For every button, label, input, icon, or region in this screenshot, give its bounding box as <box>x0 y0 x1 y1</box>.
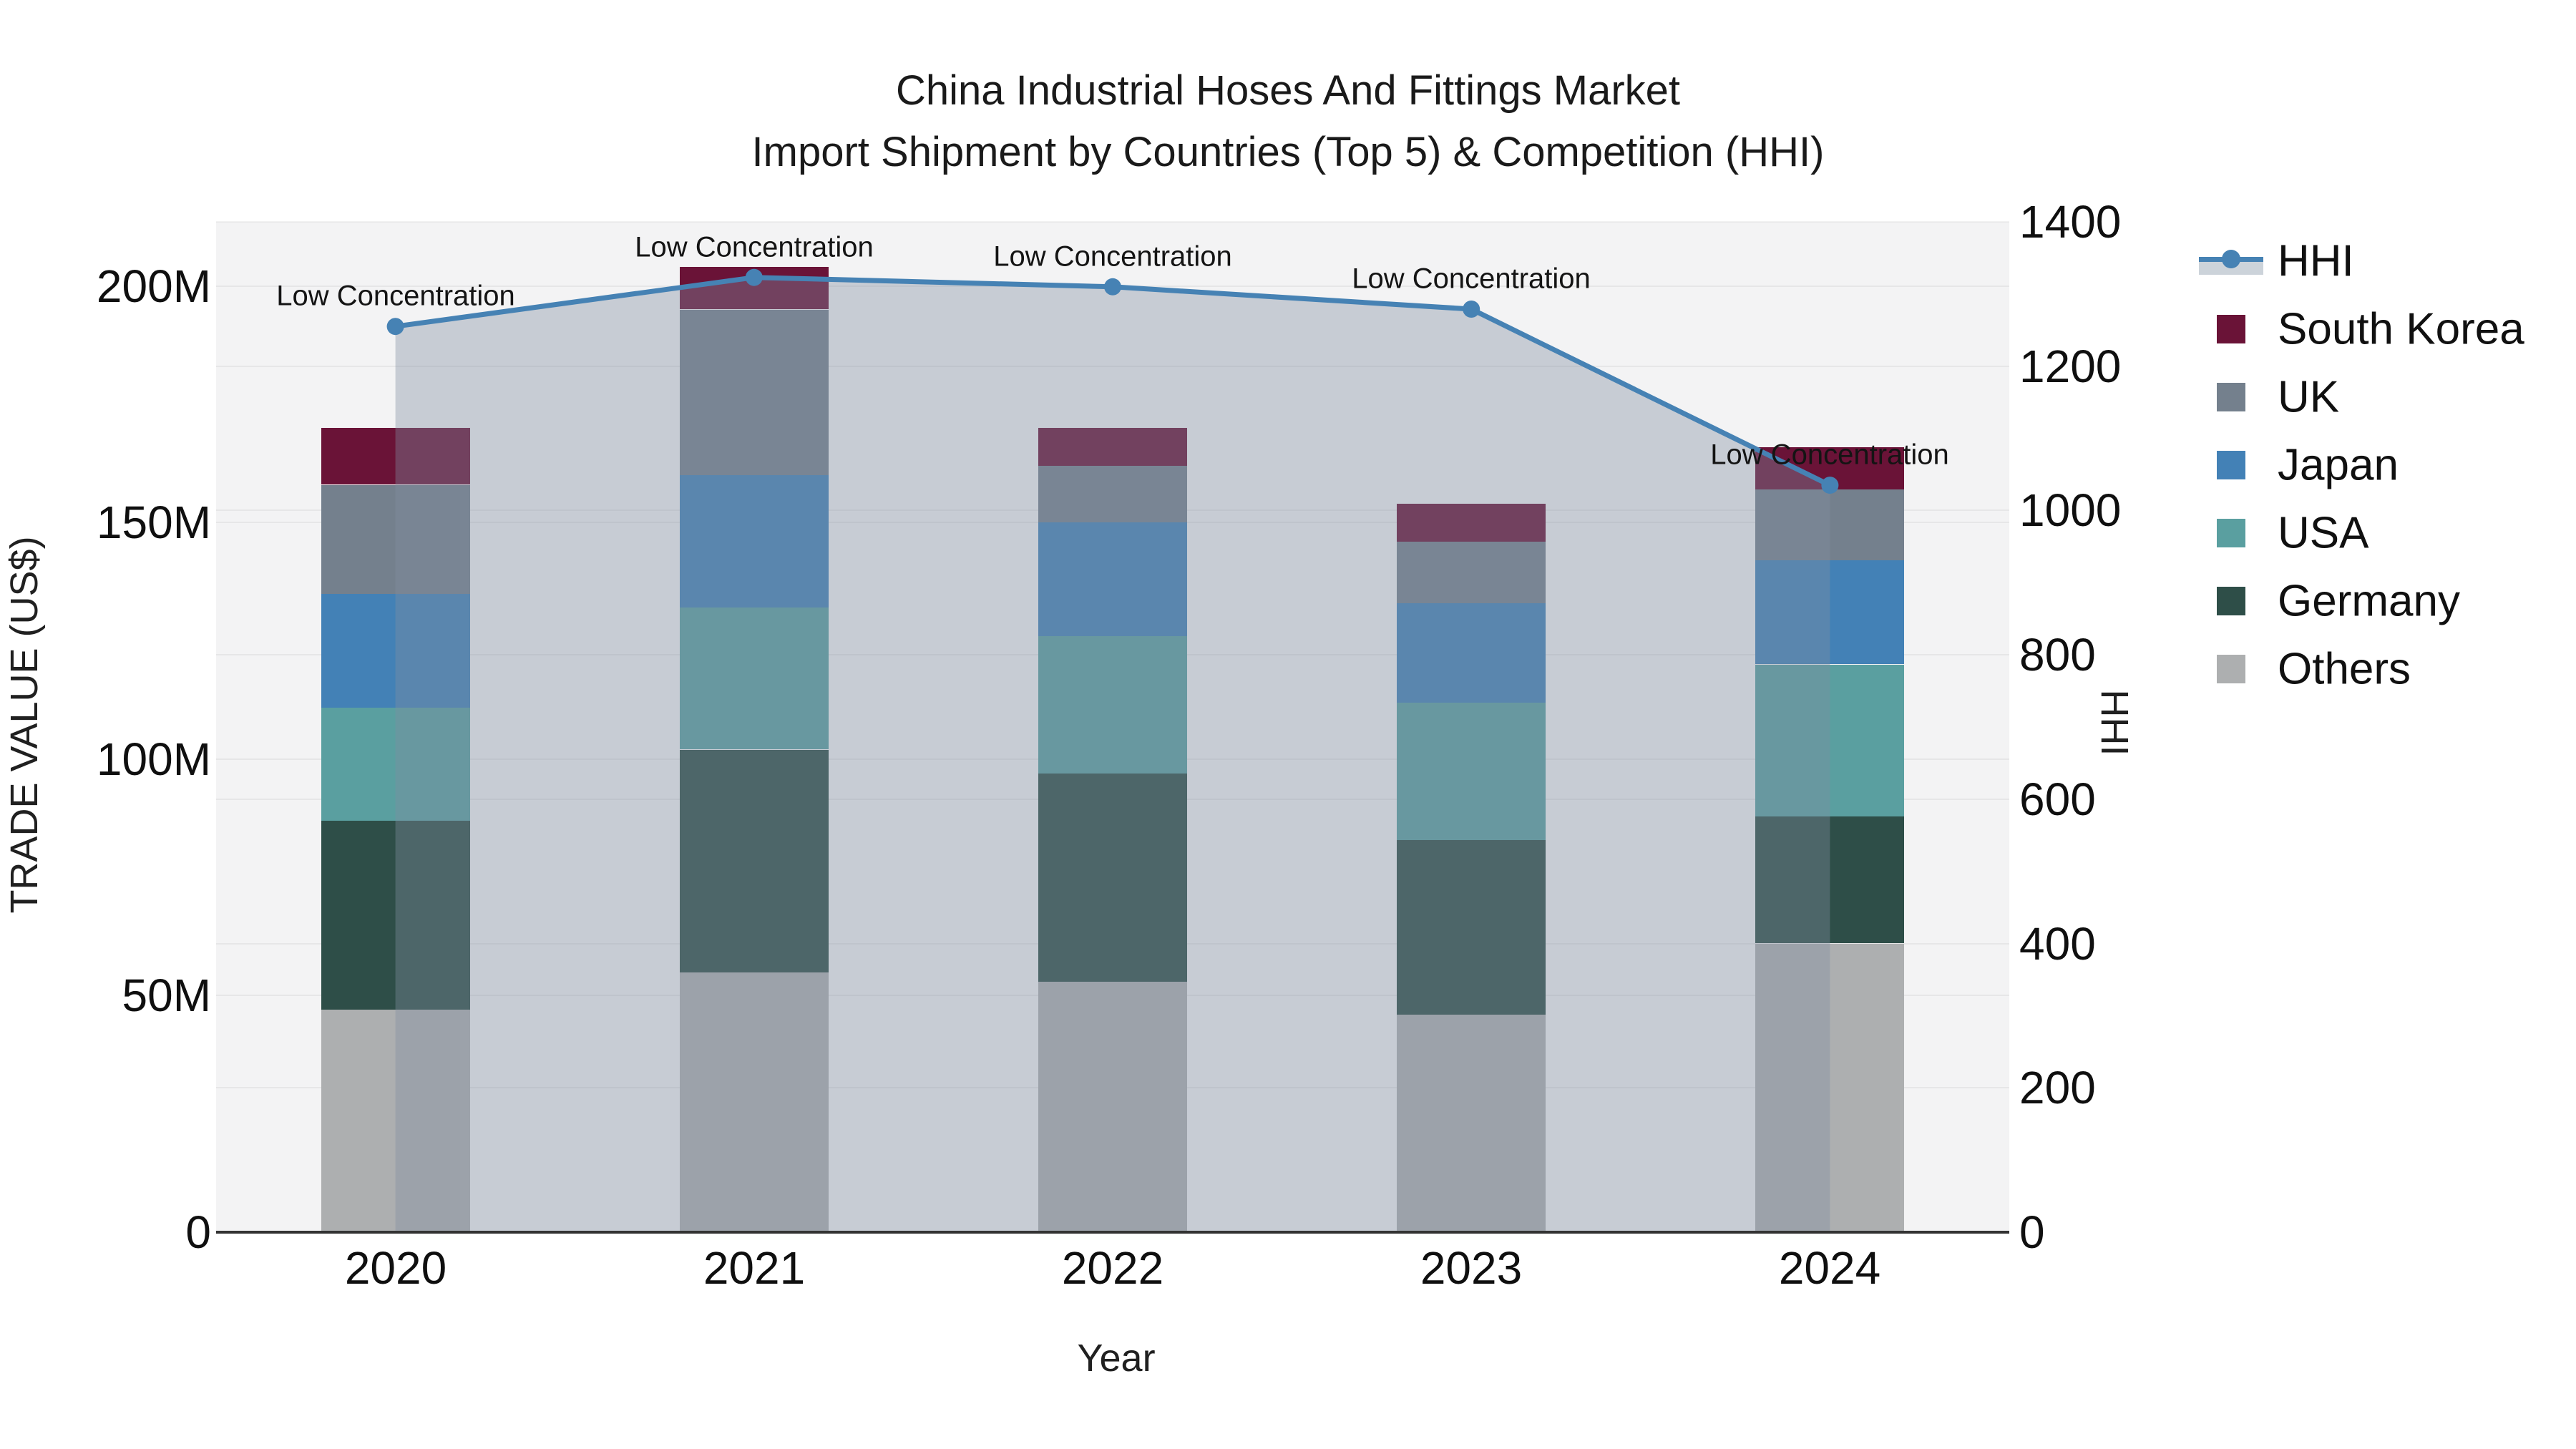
x-axis-title: Year <box>1077 1337 1156 1380</box>
y-left-tick-label: 150M <box>96 497 211 548</box>
bar-segment-uk <box>680 310 829 475</box>
x-tick-label: 2020 <box>344 1242 447 1294</box>
bar-segment-japan <box>321 594 470 708</box>
y-right-tick-label: 400 <box>2019 918 2096 970</box>
x-tick-label: 2021 <box>703 1242 806 1294</box>
bar-segment-others <box>680 972 829 1232</box>
bar-segment-germany <box>1755 816 1904 943</box>
bar-segment-others <box>321 1010 470 1232</box>
bar-segment-japan <box>1397 603 1546 703</box>
annotation-low-concentration: Low Concentration <box>1710 439 1949 471</box>
bar-segment-usa <box>321 707 470 821</box>
bar-segment-south-korea <box>1397 504 1546 542</box>
bar-segment-uk <box>1397 542 1546 603</box>
gridline-right-axis <box>216 366 2009 367</box>
legend-swatch-south-korea[interactable] <box>2217 315 2245 343</box>
y-left-tick-label: 100M <box>96 733 211 785</box>
chart-title-line2: Import Shipment by Countries (Top 5) & C… <box>751 129 1825 175</box>
y-left-tick-label: 50M <box>122 970 212 1021</box>
bar-segment-japan <box>1755 560 1904 664</box>
bar-segment-germany <box>1397 839 1546 1015</box>
bar-segment-usa <box>1755 665 1904 816</box>
y-left-tick-label: 0 <box>185 1206 211 1258</box>
y-right-tick-label: 800 <box>2019 629 2096 680</box>
annotation-low-concentration: Low Concentration <box>276 280 515 312</box>
bar-segment-japan <box>680 475 829 608</box>
bar-segment-uk <box>1755 489 1904 560</box>
y-right-tick-label: 0 <box>2019 1206 2045 1258</box>
legend-label-usa[interactable]: USA <box>2278 508 2369 558</box>
legend-label-germany[interactable]: Germany <box>2278 576 2460 626</box>
legend-label-south-korea[interactable]: South Korea <box>2278 304 2524 354</box>
bar-segment-south-korea <box>321 428 470 484</box>
y-right-tick-label: 1400 <box>2019 196 2122 248</box>
y-left-axis-title: TRADE VALUE (US$) <box>3 536 46 914</box>
legend-swatch-japan[interactable] <box>2217 451 2245 479</box>
chart-title: China Industrial Hoses And Fittings Mark… <box>0 60 2576 183</box>
x-tick-label: 2024 <box>1778 1242 1881 1294</box>
bar-segment-usa <box>680 608 829 749</box>
x-tick-label: 2022 <box>1061 1242 1164 1294</box>
annotation-low-concentration: Low Concentration <box>635 231 874 263</box>
bar-segment-usa <box>1397 703 1546 840</box>
legend-label-others[interactable]: Others <box>2278 644 2411 694</box>
legend-label-uk[interactable]: UK <box>2278 372 2340 422</box>
legend-swatch-germany[interactable] <box>2217 587 2245 615</box>
y-left-tick-label: 200M <box>96 260 211 312</box>
bar-segment-others <box>1038 982 1187 1232</box>
legend-swatch-uk[interactable] <box>2217 383 2245 411</box>
annotation-low-concentration: Low Concentration <box>993 240 1232 273</box>
y-right-tick-label: 200 <box>2019 1062 2096 1113</box>
bar-segment-uk <box>321 485 470 594</box>
bar-segment-others <box>1755 944 1904 1232</box>
bar-segment-japan <box>1038 522 1187 636</box>
bar-segment-germany <box>321 821 470 1010</box>
x-tick-label: 2023 <box>1420 1242 1523 1294</box>
y-right-tick-label: 1200 <box>2019 341 2122 392</box>
x-axis-line <box>216 1231 2009 1234</box>
legend-swatch-others[interactable] <box>2217 655 2245 683</box>
annotation-low-concentration: Low Concentration <box>1352 263 1591 295</box>
y-right-tick-label: 600 <box>2019 774 2096 825</box>
bar-segment-germany <box>1038 774 1187 982</box>
bar-segment-germany <box>680 750 829 972</box>
chart-title-line1: China Industrial Hoses And Fittings Mark… <box>895 67 1681 114</box>
bar-segment-others <box>1397 1015 1546 1232</box>
y-right-tick-label: 1000 <box>2019 484 2122 536</box>
bar-segment-uk <box>1038 466 1187 522</box>
bar-segment-usa <box>1038 636 1187 774</box>
legend-label-japan[interactable]: Japan <box>2278 440 2399 490</box>
gridline-right-axis <box>216 221 2009 223</box>
y-right-axis-title: HHI <box>2093 689 2136 756</box>
bar-segment-south-korea <box>1038 428 1187 466</box>
legend-label-hhi[interactable]: HHI <box>2278 236 2354 286</box>
bar-segment-south-korea <box>680 267 829 309</box>
legend-swatch-usa[interactable] <box>2217 519 2245 547</box>
legend-hhi-marker-icon[interactable] <box>2222 250 2240 268</box>
